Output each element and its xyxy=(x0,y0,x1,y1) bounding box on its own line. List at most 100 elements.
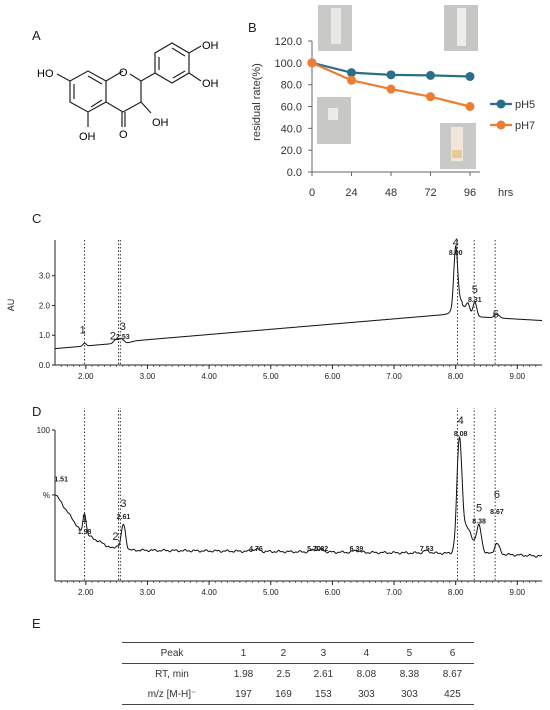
y-tick-label: 80.0 xyxy=(281,80,302,92)
vial-photo-ph5-0h xyxy=(318,5,352,51)
data-point-pH7 xyxy=(426,92,435,102)
peak-number-label: 5 xyxy=(472,284,478,296)
x-tick-label: 3.00 xyxy=(140,588,156,597)
peak-number-label: 3 xyxy=(120,321,126,333)
table-cell: 425 xyxy=(430,684,474,705)
minor-peak-label: 5.70 xyxy=(307,546,321,553)
table-cell: 303 xyxy=(344,684,388,705)
minor-peak-label: 1.51 xyxy=(54,476,68,483)
oh-label-4prime: OH xyxy=(202,40,219,52)
y-tick-label: % xyxy=(43,491,50,500)
peak-number-label: 4 xyxy=(453,237,459,249)
peak-number-label: 2 xyxy=(112,531,118,543)
peak-table: Peak 1 2 3 4 5 6 RT, min 1.98 2.5 2.61 8… xyxy=(122,642,474,705)
x-tick-label: 4.00 xyxy=(201,588,217,597)
x-tick-label: 6.00 xyxy=(325,372,341,381)
table-header-cell: 5 xyxy=(387,642,431,664)
x-tick-label: 6.00 xyxy=(325,588,341,597)
data-point-pH7 xyxy=(465,102,475,111)
table-header-cell: 6 xyxy=(430,642,474,664)
data-point-pH5 xyxy=(347,68,356,78)
x-tick-label: 8.00 xyxy=(448,588,464,597)
table-cell: m/z [M-H]⁻ xyxy=(122,684,222,705)
table-cell: 303 xyxy=(387,684,431,705)
oh-label-3prime: OH xyxy=(202,78,219,90)
panel-label-a: A xyxy=(32,28,41,43)
peak-number-label: 1 xyxy=(80,324,86,336)
x-tick-label: 0 xyxy=(309,187,315,199)
x-tick-label: 2.00 xyxy=(78,588,94,597)
panel-label-e: E xyxy=(32,616,41,631)
ring-oxygen-label: O xyxy=(119,67,128,79)
y-tick-label: 40.0 xyxy=(281,123,302,135)
table-cell: 1.98 xyxy=(233,668,254,680)
x-tick-label: 48 xyxy=(385,187,397,199)
chromatogram-trace xyxy=(55,245,542,350)
x-tick-label: 9.00 xyxy=(510,588,526,597)
peak-number-label: 4 xyxy=(458,415,464,427)
y-tick-label: 3.0 xyxy=(39,272,51,281)
y-tick-label: 0.0 xyxy=(287,167,302,179)
chromatogram-trace xyxy=(54,436,543,558)
x-tick-label: 5.00 xyxy=(263,588,279,597)
peak-number-label: 6 xyxy=(493,308,499,320)
y-tick-label: 100.0 xyxy=(274,58,302,70)
x-axis-title: hrs xyxy=(498,187,514,199)
peak-rt-label: 2.53 xyxy=(116,334,130,341)
y-tick-label: 0.0 xyxy=(39,361,51,370)
peak-rt-label: 8.00 xyxy=(449,250,463,257)
y-tick-label: 1.0 xyxy=(39,331,51,340)
x-tick-label: 7.00 xyxy=(386,588,402,597)
table-cell: 169 xyxy=(265,684,302,705)
peak-rt-label: 8.08 xyxy=(454,431,468,438)
uv-chromatogram: AU 2.00 3.00 4.00 5.00 6.00 7.00 8.00 9.00 0.0 1.… xyxy=(6,237,542,381)
x-tick-label: 3.00 xyxy=(140,372,156,381)
data-point-pH5 xyxy=(465,71,475,81)
x-tick-label: 9.00 xyxy=(510,372,526,381)
table-cell: 8.08 xyxy=(356,668,377,680)
peak-rt-label: 2.61 xyxy=(117,514,131,521)
data-point-pH7 xyxy=(386,84,396,94)
peak-number-label: 5 xyxy=(476,503,482,515)
data-point-pH5 xyxy=(386,70,396,80)
x-tick-label: 7.00 xyxy=(386,372,402,381)
panel-label-c: C xyxy=(32,211,42,226)
table-header-cell: Peak xyxy=(122,642,222,664)
table-header-cell: 1 xyxy=(222,642,266,664)
stability-line-chart: residual rate(%) hrs 0.0 20.0 40.0 60.0 80.0… xyxy=(251,5,535,199)
table-cell: 2.5 xyxy=(276,668,291,680)
x-tick-label: 2.00 xyxy=(78,372,94,381)
x-tick-label: 24 xyxy=(345,187,357,199)
x-tick-label: 4.00 xyxy=(201,372,217,381)
x-tick-label: 8.00 xyxy=(448,372,464,381)
table-row: m/z [M-H]⁻ 197 169 153 303 303 425 xyxy=(122,684,474,705)
minor-peak-label: 4.76 xyxy=(249,546,263,553)
table-cell: 8.67 xyxy=(442,668,463,680)
au-axis-label: AU xyxy=(6,299,16,312)
oh-label-3: OH xyxy=(152,117,169,129)
peak-rt-label: 8.31 xyxy=(468,297,482,304)
peak-number-label: 2 xyxy=(110,331,116,343)
y-tick-label: 2.0 xyxy=(39,301,51,310)
x-tick-label: 96 xyxy=(464,187,476,199)
minor-peak-label: 5.82 xyxy=(314,546,328,553)
y-axis-title: residual rate(%) xyxy=(251,63,263,141)
oh-label-7: HO xyxy=(37,68,54,80)
legend-marker xyxy=(496,120,506,130)
peak-number-label: 3 xyxy=(120,498,126,510)
y-tick-label: 20.0 xyxy=(281,145,302,157)
legend-label: pH5 xyxy=(515,99,535,111)
data-point-pH7 xyxy=(307,58,317,68)
vial-photo-ph7-96h xyxy=(440,123,476,169)
minor-peak-label: 6.39 xyxy=(350,546,364,553)
vial-photo-ph5-96h xyxy=(444,5,478,51)
keto-oxygen-label: O xyxy=(119,129,128,141)
panel-label-d: D xyxy=(32,404,42,419)
table-cell: 8.38 xyxy=(399,668,420,680)
table-header-row: Peak 1 2 3 4 5 6 xyxy=(122,642,474,664)
x-tick-label: 5.00 xyxy=(263,372,279,381)
table-cell: 2.61 xyxy=(313,668,334,680)
data-point-pH5 xyxy=(426,70,435,80)
oh-label-5: OH xyxy=(79,131,96,143)
table-header-cell: 2 xyxy=(265,642,302,664)
